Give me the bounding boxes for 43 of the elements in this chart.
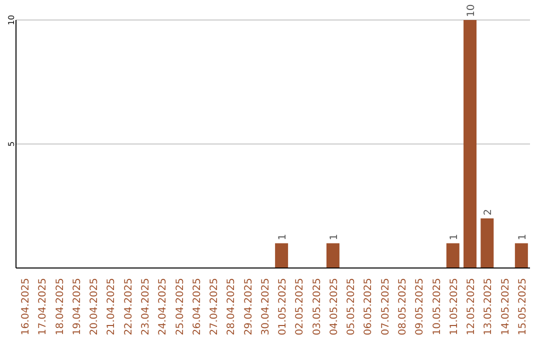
- x-tick-label: 04.05.2025: [328, 278, 340, 336]
- bar: [464, 20, 477, 268]
- x-tick-label: 19.04.2025: [72, 278, 83, 336]
- x-tick-label: 22.04.2025: [123, 278, 134, 336]
- x-tick-label: 20.04.2025: [89, 278, 100, 336]
- bar: [446, 243, 460, 268]
- x-tick-label: 16.04.2025: [20, 278, 32, 336]
- data-label: 1: [278, 234, 289, 240]
- x-tick-label: 07.05.2025: [380, 278, 392, 336]
- data-label: 1: [517, 234, 528, 240]
- data-label: 2: [483, 209, 494, 216]
- x-tick-label: 23.04.2025: [140, 278, 152, 336]
- data-label: 1: [448, 234, 460, 240]
- x-tick-label: 27.04.2025: [209, 278, 220, 336]
- x-tick-label: 13.05.2025: [483, 278, 494, 336]
- x-tick-label: 08.05.2025: [398, 278, 408, 336]
- x-tick-label: 11.05.2025: [448, 278, 460, 336]
- y-tick-label: 5: [7, 141, 16, 147]
- x-tick-label: 10.05.2025: [432, 278, 443, 336]
- x-tick-label: 24.04.2025: [158, 278, 169, 336]
- x-tick-label: 03.05.2025: [312, 278, 323, 336]
- x-tick-label: 12.05.2025: [466, 278, 478, 336]
- x-tick-label: 18.04.2025: [54, 278, 66, 336]
- x-tick-label: 21.04.2025: [106, 278, 118, 336]
- bar: [326, 243, 340, 268]
- x-tick-label: 01.05.2025: [278, 278, 289, 336]
- x-tick-label: 26.04.2025: [192, 278, 203, 336]
- x-tick-label: 09.05.2025: [414, 278, 426, 336]
- data-label: 1: [328, 234, 340, 240]
- bar: [480, 218, 494, 268]
- bar: [275, 243, 288, 268]
- data-label: 10: [466, 4, 478, 17]
- x-tick-label: 02.05.2025: [294, 278, 306, 336]
- x-tick-label: 15.05.2025: [517, 278, 528, 336]
- x-tick-label: 30.04.2025: [260, 278, 272, 336]
- x-tick-label: 17.04.2025: [38, 278, 49, 336]
- x-tick-label: 06.05.2025: [363, 278, 374, 336]
- x-tick-label: 14.05.2025: [500, 278, 512, 336]
- x-tick-label: 05.05.2025: [346, 278, 358, 336]
- bar: [514, 243, 528, 268]
- x-tick-label: 25.04.2025: [174, 278, 186, 336]
- x-tick-label: 29.04.2025: [243, 278, 254, 336]
- x-tick-label: 28.04.2025: [226, 278, 238, 336]
